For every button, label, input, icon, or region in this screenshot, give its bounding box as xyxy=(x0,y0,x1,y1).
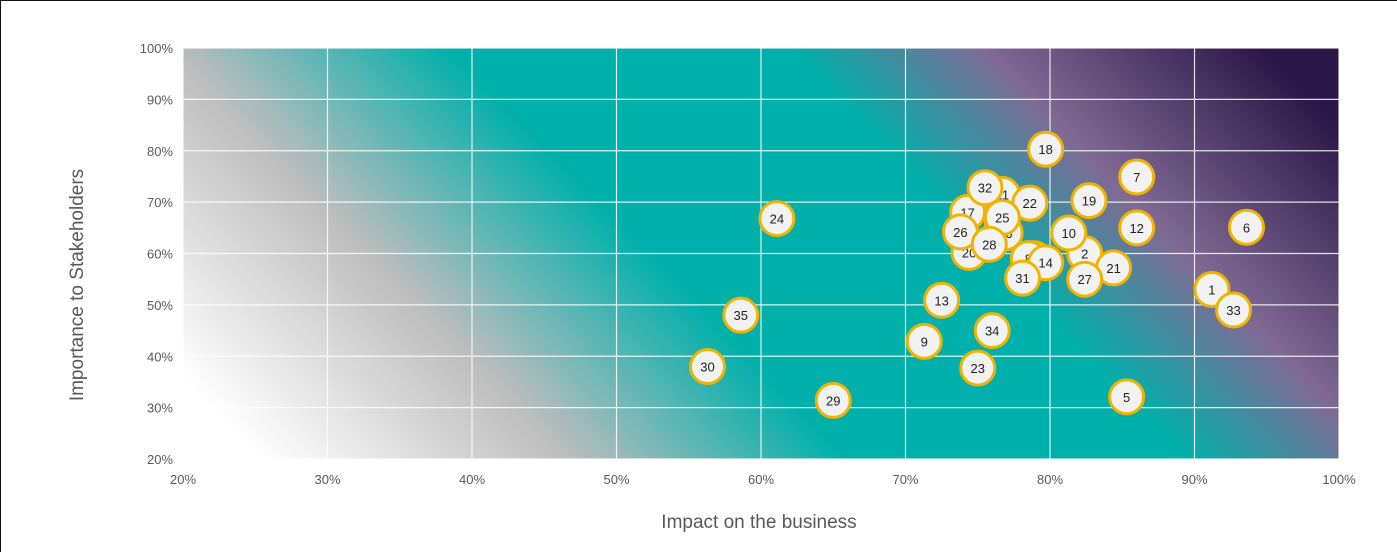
x-tick-label: 40% xyxy=(459,472,485,487)
data-point-label: 6 xyxy=(1243,220,1250,235)
data-point-7[interactable]: 7 xyxy=(1118,158,1156,196)
x-tick-label: 60% xyxy=(748,472,774,487)
data-point-marker[interactable] xyxy=(814,381,852,419)
data-point-10[interactable]: 10 xyxy=(1050,214,1088,252)
data-point-marker[interactable] xyxy=(1118,209,1156,247)
x-tick-label: 80% xyxy=(1037,472,1063,487)
y-tick-label: 40% xyxy=(147,349,173,364)
data-point-label: 26 xyxy=(953,225,967,240)
data-point-35[interactable]: 35 xyxy=(722,296,760,334)
data-point-32[interactable]: 32 xyxy=(966,169,1004,207)
data-point-6[interactable]: 6 xyxy=(1228,208,1266,246)
x-tick-label: 20% xyxy=(170,472,196,487)
data-point-marker[interactable] xyxy=(689,348,727,386)
data-point-label: 24 xyxy=(770,212,784,227)
data-point-label: 25 xyxy=(995,211,1009,226)
data-point-label: 29 xyxy=(826,393,840,408)
data-point-marker[interactable] xyxy=(959,349,997,387)
y-axis-title: Importance to Stakeholders xyxy=(67,169,88,401)
data-point-marker[interactable] xyxy=(758,200,796,238)
data-point-13[interactable]: 13 xyxy=(923,281,961,319)
data-point-label: 35 xyxy=(734,308,748,323)
data-point-26[interactable]: 26 xyxy=(941,213,979,251)
data-point-marker[interactable] xyxy=(1027,130,1065,168)
data-point-label: 18 xyxy=(1038,142,1052,157)
data-point-label: 12 xyxy=(1129,221,1143,236)
y-tick-label: 50% xyxy=(147,298,173,313)
data-point-5[interactable]: 5 xyxy=(1108,378,1146,416)
data-point-label: 19 xyxy=(1082,194,1096,209)
data-point-label: 31 xyxy=(1015,271,1029,286)
data-point-marker[interactable] xyxy=(1004,259,1042,297)
data-point-marker[interactable] xyxy=(923,281,961,319)
y-tick-label: 60% xyxy=(147,247,173,262)
data-point-label: 9 xyxy=(921,334,928,349)
x-tick-label: 30% xyxy=(314,472,340,487)
data-point-marker[interactable] xyxy=(970,225,1008,263)
data-point-marker[interactable] xyxy=(1215,291,1253,329)
data-point-label: 5 xyxy=(1123,390,1130,405)
data-point-label: 27 xyxy=(1077,272,1091,287)
data-point-29[interactable]: 29 xyxy=(814,381,852,419)
x-tick-label: 90% xyxy=(1181,472,1207,487)
x-tick-label: 50% xyxy=(603,472,629,487)
data-point-34[interactable]: 34 xyxy=(973,312,1011,350)
data-point-label: 23 xyxy=(971,361,985,376)
data-point-24[interactable]: 24 xyxy=(758,200,796,238)
data-point-marker[interactable] xyxy=(1070,182,1108,220)
data-point-label: 2 xyxy=(1081,247,1088,262)
data-point-label: 7 xyxy=(1133,170,1140,185)
data-point-23[interactable]: 23 xyxy=(959,349,997,387)
data-point-label: 34 xyxy=(985,324,999,339)
data-point-9[interactable]: 9 xyxy=(905,322,943,360)
x-tick-label: 70% xyxy=(892,472,918,487)
data-point-marker[interactable] xyxy=(1050,214,1088,252)
data-point-label: 28 xyxy=(982,237,996,252)
data-point-12[interactable]: 12 xyxy=(1118,209,1156,247)
data-point-label: 30 xyxy=(700,360,714,375)
y-tick-label: 70% xyxy=(147,195,173,210)
y-tick-label: 20% xyxy=(147,452,173,467)
data-point-label: 22 xyxy=(1023,196,1037,211)
data-point-label: 21 xyxy=(1106,261,1120,276)
data-point-marker[interactable] xyxy=(905,322,943,360)
data-point-marker[interactable] xyxy=(1228,208,1266,246)
data-point-marker[interactable] xyxy=(1118,158,1156,196)
data-point-marker[interactable] xyxy=(973,312,1011,350)
data-point-28[interactable]: 28 xyxy=(970,225,1008,263)
data-point-33[interactable]: 33 xyxy=(1215,291,1253,329)
data-point-marker[interactable] xyxy=(1066,260,1104,298)
y-tick-label: 100% xyxy=(140,41,174,56)
data-point-18[interactable]: 18 xyxy=(1027,130,1065,168)
y-tick-label: 90% xyxy=(147,92,173,107)
data-point-label: 14 xyxy=(1038,256,1052,271)
data-point-label: 32 xyxy=(978,181,992,196)
data-point-31[interactable]: 31 xyxy=(1004,259,1042,297)
x-tick-label: 100% xyxy=(1322,472,1356,487)
data-point-label: 33 xyxy=(1226,303,1240,318)
data-point-marker[interactable] xyxy=(722,296,760,334)
data-point-27[interactable]: 27 xyxy=(1066,260,1104,298)
data-point-marker[interactable] xyxy=(966,169,1004,207)
data-point-19[interactable]: 19 xyxy=(1070,182,1108,220)
data-point-marker[interactable] xyxy=(1108,378,1146,416)
data-point-label: 10 xyxy=(1062,226,1076,241)
data-point-30[interactable]: 30 xyxy=(689,348,727,386)
y-tick-label: 30% xyxy=(147,401,173,416)
data-point-label: 1 xyxy=(1208,282,1215,297)
x-axis-title: Impact on the business xyxy=(661,512,856,533)
y-tick-label: 80% xyxy=(147,144,173,159)
data-point-label: 13 xyxy=(934,293,948,308)
